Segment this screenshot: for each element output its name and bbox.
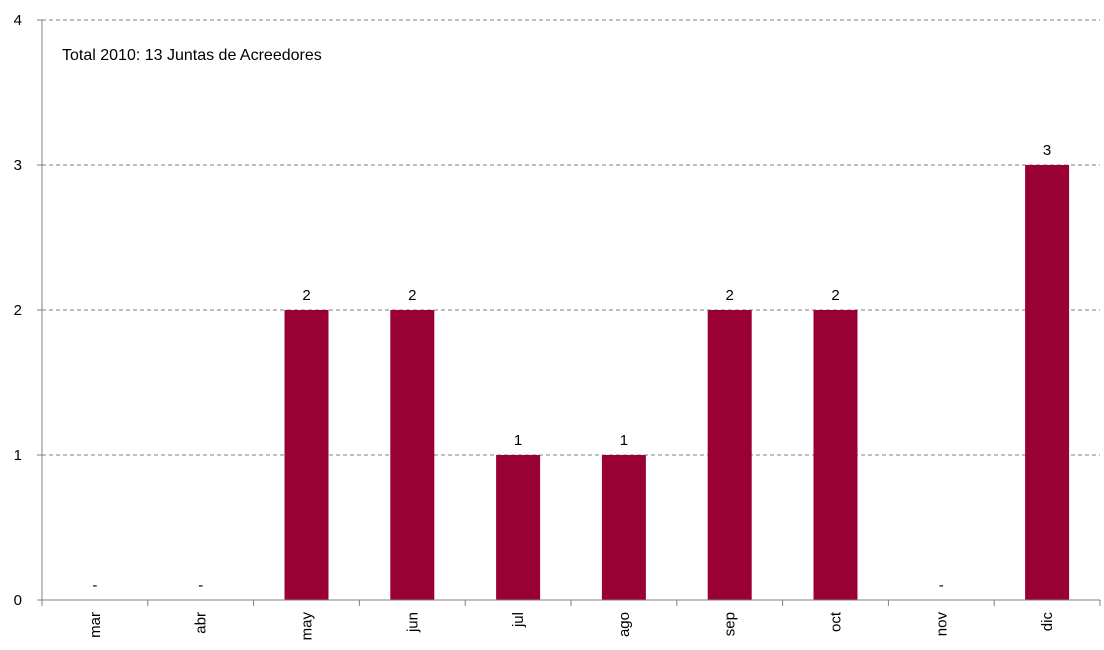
x-tick-label-sep: sep: [722, 612, 739, 636]
bars: [284, 165, 1070, 600]
x-tick-label-nov: nov: [933, 612, 950, 637]
bar-jun: [390, 310, 435, 600]
labels: 0 1 2 3 4 - mar - abr 2 may 2 jun 1 jul 1 ago 2 sep 2 oct - no…: [14, 12, 1056, 640]
x-tick-label-jun: jun: [404, 612, 421, 633]
x-tick-label-oct: oct: [828, 611, 845, 632]
data-label-sep: 2: [726, 287, 734, 304]
data-label-nov: -: [939, 577, 944, 594]
data-label-jun: 2: [408, 287, 416, 304]
y-tick-label: 4: [14, 12, 22, 29]
grid-lines: [42, 19, 1100, 456]
bar-jul: [496, 455, 541, 600]
data-label-jul: 1: [514, 432, 522, 449]
x-tick-label-mar: mar: [87, 612, 104, 638]
x-tick-label-jul: jul: [510, 612, 527, 628]
x-tick-label-may: may: [299, 612, 316, 641]
data-label-may: 2: [302, 287, 310, 304]
data-label-ago: 1: [620, 432, 628, 449]
y-tick-label: 2: [14, 302, 22, 319]
bar-dic: [1025, 165, 1070, 600]
data-label-dic: 3: [1043, 142, 1051, 159]
data-label-oct: 2: [831, 287, 839, 304]
bar-ago: [601, 455, 646, 600]
x-tick-label-dic: dic: [1039, 612, 1056, 632]
bar-may: [284, 310, 329, 600]
chart-annotation: Total 2010: 13 Juntas de Acreedores: [62, 47, 322, 64]
data-label-abr: -: [198, 577, 203, 594]
y-tick-label: 3: [14, 157, 22, 174]
data-label-mar: -: [92, 577, 97, 594]
axes: [37, 19, 1101, 606]
y-tick-label: 0: [14, 592, 22, 609]
bar-sep: [707, 310, 752, 600]
x-tick-label-ago: ago: [616, 612, 633, 637]
y-tick-label: 1: [14, 447, 22, 464]
bar-oct: [813, 310, 858, 600]
x-tick-label-abr: abr: [193, 612, 210, 634]
